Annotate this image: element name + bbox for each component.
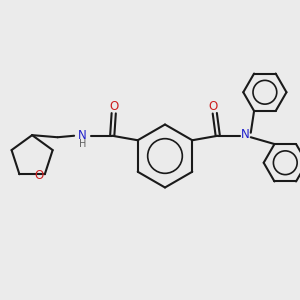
- Text: O: O: [209, 100, 218, 113]
- Text: H: H: [79, 139, 86, 149]
- Text: O: O: [35, 169, 44, 182]
- Text: N: N: [78, 129, 87, 142]
- Text: N: N: [241, 128, 250, 141]
- Text: O: O: [109, 100, 118, 113]
